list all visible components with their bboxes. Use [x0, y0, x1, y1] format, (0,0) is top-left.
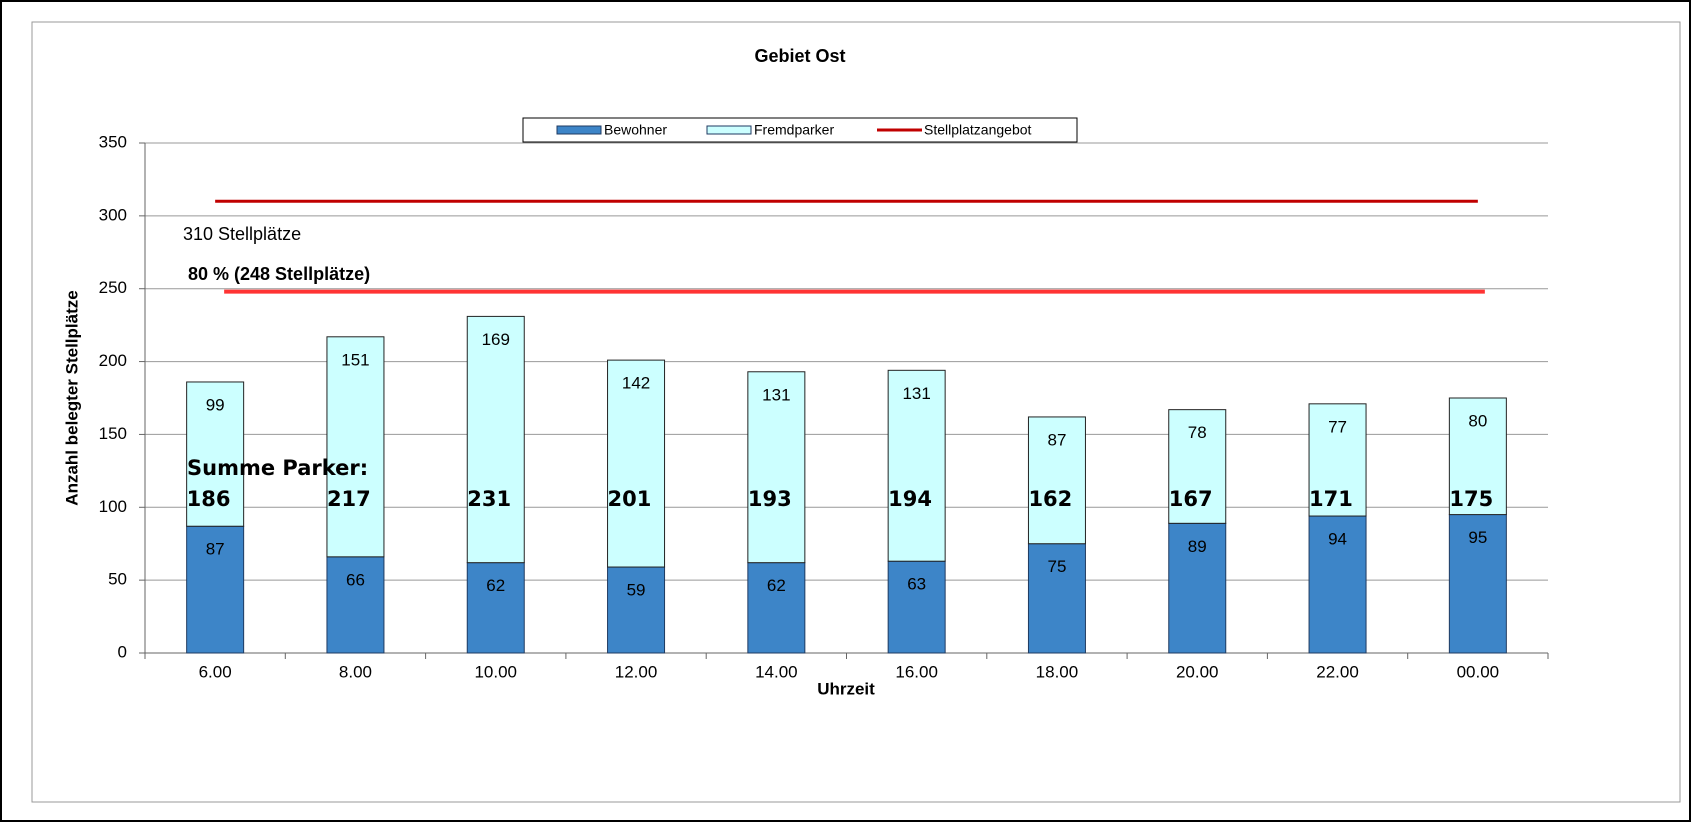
chart-title: Gebiet Ost [754, 46, 845, 66]
legend-label: Stellplatzangebot [924, 122, 1032, 138]
x-tick-label: 12.00 [615, 662, 658, 681]
bar-value-label: 77 [1328, 417, 1347, 436]
y-tick-label: 250 [99, 278, 127, 297]
bar-value-label: 63 [907, 575, 926, 594]
y-tick-label: 0 [118, 642, 127, 661]
x-tick-label: 10.00 [474, 662, 517, 681]
bar-value-label: 131 [762, 385, 790, 404]
bar-value-label: 94 [1328, 530, 1347, 549]
bar [607, 566, 666, 654]
bar [747, 562, 806, 654]
total-label: 167 [1169, 487, 1213, 511]
x-tick-label: 16.00 [895, 662, 938, 681]
total-label: 162 [1028, 487, 1072, 511]
bar-value-label: 87 [1047, 430, 1066, 449]
bar-value-label: 80 [1468, 411, 1487, 430]
bar [326, 556, 385, 654]
bar-value-label: 151 [341, 350, 369, 369]
x-tick-label: 18.00 [1036, 662, 1079, 681]
total-label: 186 [187, 487, 231, 511]
bar-value-label: 95 [1468, 528, 1487, 547]
bar [607, 359, 666, 568]
bar-value-label: 131 [902, 384, 930, 403]
bar-value-label: 87 [206, 540, 225, 559]
bar [466, 315, 525, 564]
bar [1448, 397, 1507, 516]
bar [1168, 409, 1227, 524]
bar [1308, 403, 1367, 517]
bar-value-label: 99 [206, 395, 225, 414]
x-tick-label: 14.00 [755, 662, 798, 681]
x-tick-label: 8.00 [339, 662, 372, 681]
bar-value-label: 59 [627, 581, 646, 600]
legend-label: Bewohner [604, 122, 667, 138]
y-tick-label: 100 [99, 497, 127, 516]
total-label: 201 [608, 487, 652, 511]
bar [1308, 515, 1367, 654]
bar [1027, 543, 1086, 654]
y-tick-label: 50 [108, 570, 127, 589]
x-tick-label: 22.00 [1316, 662, 1359, 681]
y-tick-label: 350 [99, 132, 127, 151]
total-label: 171 [1309, 487, 1353, 511]
bar [466, 562, 525, 654]
total-label: 217 [327, 487, 371, 511]
bar-value-label: 142 [622, 374, 650, 393]
total-label: 231 [467, 487, 511, 511]
bar-value-label: 78 [1188, 423, 1207, 442]
annotation: 80 % (248 Stellplätze) [188, 264, 370, 284]
bar-value-label: 62 [767, 576, 786, 595]
x-tick-label: 20.00 [1176, 662, 1219, 681]
bar-value-label: 89 [1188, 537, 1207, 556]
bar-value-label: 169 [482, 330, 510, 349]
total-label: 194 [888, 487, 932, 511]
y-tick-label: 300 [99, 205, 127, 224]
bar [747, 371, 806, 564]
y-tick-label: 150 [99, 424, 127, 443]
x-axis-label: Uhrzeit [817, 679, 875, 698]
total-label: 175 [1449, 487, 1493, 511]
bar [326, 336, 385, 558]
bar [1448, 514, 1507, 654]
annotation: 310 Stellplätze [183, 224, 301, 244]
bar [186, 381, 245, 527]
legend [522, 117, 1078, 143]
bar [887, 560, 946, 654]
bar [1168, 522, 1227, 654]
bar-value-label: 62 [486, 576, 505, 595]
chart-area [31, 21, 1681, 803]
legend-swatch [706, 125, 752, 135]
bar-value-label: 66 [346, 570, 365, 589]
x-tick-label: 00.00 [1457, 662, 1500, 681]
bar-value-label: 75 [1047, 557, 1066, 576]
legend-swatch [556, 125, 602, 135]
totals-label: Summe Parker: [187, 456, 368, 480]
legend-label: Fremdparker [754, 122, 834, 138]
x-tick-label: 6.00 [199, 662, 232, 681]
y-axis-label: Anzahl belegter Stellplätze [62, 290, 81, 505]
total-label: 193 [748, 487, 792, 511]
y-tick-label: 200 [99, 351, 127, 370]
bar [1027, 416, 1086, 545]
bar [887, 369, 946, 562]
